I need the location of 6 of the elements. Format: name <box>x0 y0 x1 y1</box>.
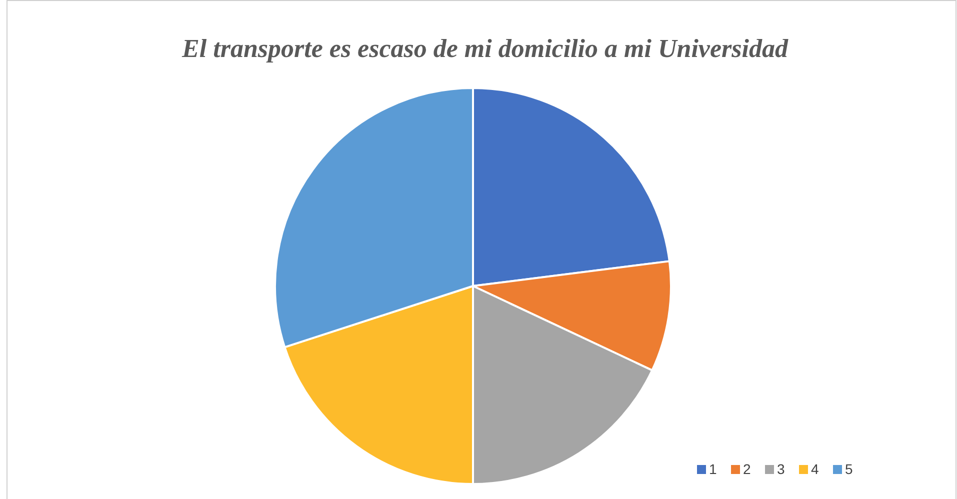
legend-label: 5 <box>845 461 853 477</box>
legend-label: 1 <box>709 461 717 477</box>
legend-label: 3 <box>777 461 785 477</box>
chart-title: El transporte es escaso de mi domicilio a mi Universidad <box>181 34 789 63</box>
legend-label: 2 <box>743 461 751 477</box>
legend-label: 4 <box>811 461 819 477</box>
